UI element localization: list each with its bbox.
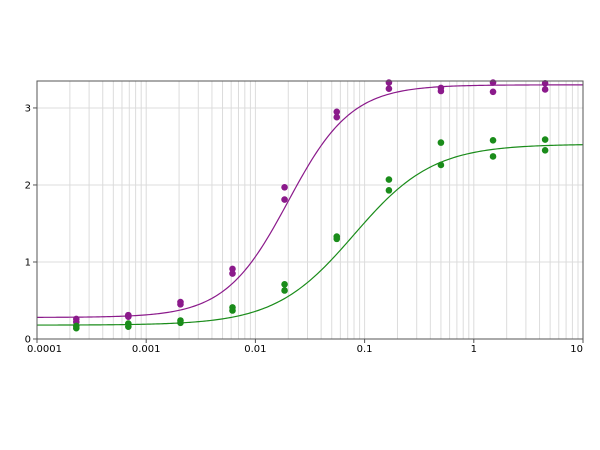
x-axis-ticks: 0.0001 0.001 0.01 0.1 1 10 — [27, 339, 584, 355]
x-tick-label: 0.01 — [244, 344, 266, 355]
plot-background — [37, 81, 583, 339]
data-point-series-1 — [489, 88, 497, 96]
data-point-series-1 — [333, 108, 341, 116]
x-tick-label: 1 — [471, 344, 477, 355]
y-tick-label: 1 — [25, 257, 31, 268]
y-axis-ticks: 0 1 2 3 — [25, 103, 37, 346]
data-point-series-1 — [385, 79, 393, 86]
x-tick-label: 10 — [570, 344, 583, 355]
data-point-series-1 — [489, 79, 497, 86]
data-point-series-2 — [281, 287, 288, 294]
data-point-series-2 — [489, 153, 497, 160]
data-points — [72, 79, 549, 332]
data-point-series-1 — [385, 85, 393, 93]
data-point-series-2 — [72, 324, 80, 332]
data-point-series-2 — [333, 235, 341, 243]
data-point-series-2 — [177, 319, 184, 327]
data-point-series-2 — [541, 147, 549, 154]
y-tick-label: 2 — [25, 180, 31, 191]
data-point-series-1 — [333, 113, 341, 121]
data-point-series-1 — [281, 183, 288, 191]
y-tick-label: 0 — [25, 335, 31, 346]
data-point-series-2 — [385, 176, 393, 183]
data-point-series-2 — [229, 307, 236, 314]
data-point-series-2 — [437, 161, 445, 169]
x-tick-label: 0.1 — [357, 344, 373, 355]
y-tick-label: 3 — [25, 103, 31, 114]
data-point-series-2 — [125, 323, 132, 330]
data-point-series-1 — [281, 196, 288, 203]
data-point-series-2 — [541, 136, 549, 143]
data-point-series-1 — [437, 87, 445, 95]
data-point-series-2 — [437, 139, 445, 146]
data-point-series-1 — [541, 80, 549, 87]
data-point-series-2 — [489, 137, 497, 144]
data-point-series-1 — [177, 301, 184, 308]
data-point-series-1 — [541, 86, 549, 93]
plot-frame — [36, 80, 584, 340]
data-point-series-1 — [125, 313, 132, 320]
data-point-series-1 — [229, 265, 236, 273]
data-point-series-2 — [385, 187, 393, 194]
x-tick-label: 0.0001 — [27, 344, 62, 355]
data-point-series-1 — [229, 270, 236, 277]
data-point-series-2 — [281, 281, 288, 288]
x-tick-label: 0.001 — [132, 344, 161, 355]
